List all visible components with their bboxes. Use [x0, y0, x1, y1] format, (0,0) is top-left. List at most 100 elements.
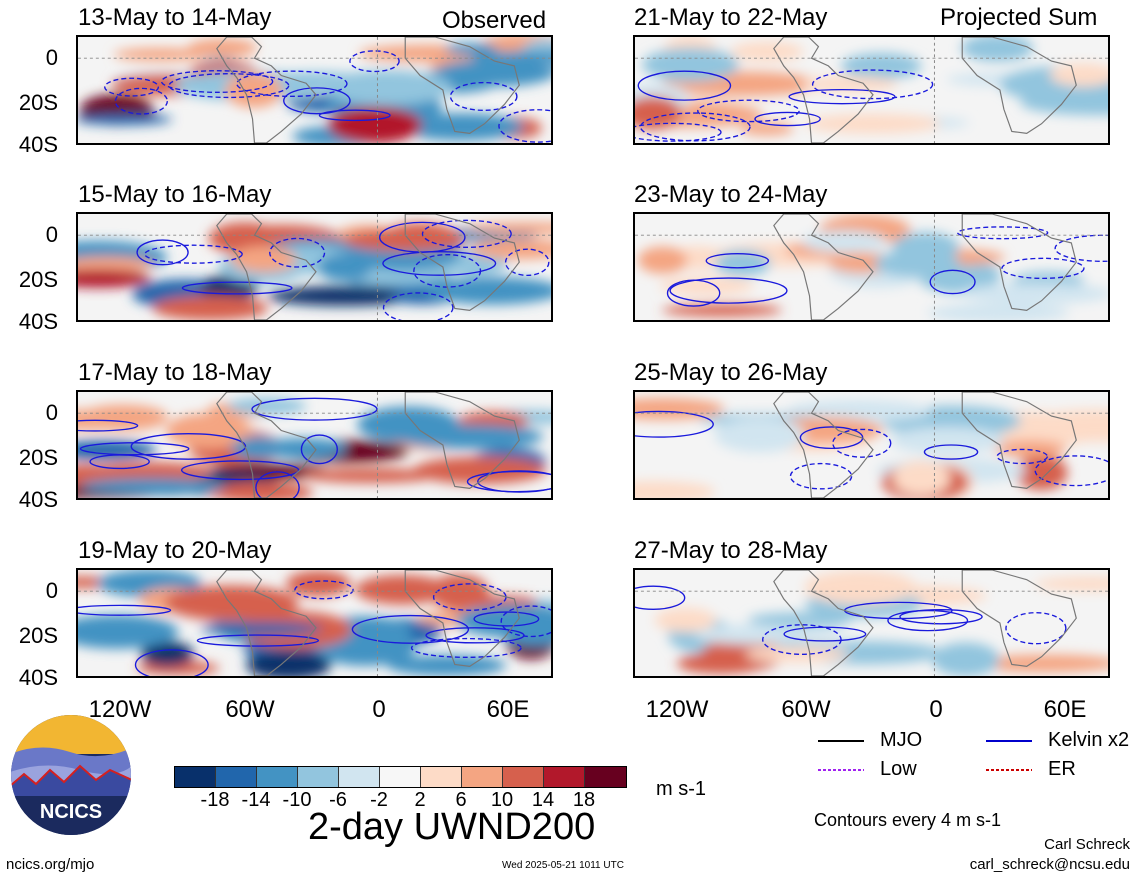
kelvin-contour	[500, 605, 551, 638]
kelvin-contour	[318, 109, 391, 122]
kelvin-contour	[788, 88, 896, 105]
map-panel-observed-4	[76, 568, 553, 678]
uwnd-field	[78, 37, 551, 143]
lat-label: 40S	[18, 665, 58, 690]
kelvin-contour	[1054, 234, 1108, 262]
kelvin-contour	[160, 70, 274, 93]
uwnd-field	[635, 214, 1108, 320]
wind-anomaly-region	[637, 246, 688, 274]
kelvin-contour	[134, 649, 209, 676]
colorbar-swatch	[298, 767, 339, 787]
kelvin-contour	[425, 627, 525, 644]
colorbar-units: m s-1	[656, 778, 706, 800]
wind-anomaly-region	[208, 482, 314, 498]
panel-6-title: 23-May to 24-May	[634, 181, 828, 208]
kelvin-contour	[114, 87, 169, 115]
wind-anomaly-region	[960, 283, 1108, 304]
lat-label: 20S	[18, 90, 58, 115]
panel-2-title: 15-May to 16-May	[78, 181, 272, 208]
uwnd-field	[78, 570, 551, 676]
lon-label: 60E	[1043, 696, 1087, 723]
colorbar-tick-label: -18	[200, 789, 230, 811]
uwnd-field	[635, 37, 1108, 143]
colorbar-swatch	[462, 767, 503, 787]
wind-anomaly-region	[973, 654, 1108, 673]
kelvin-contour	[255, 471, 300, 498]
coastline-south-america	[216, 214, 317, 320]
ncics-logo: NCICS	[10, 714, 132, 836]
panel-5-title: 21-May to 22-May	[634, 4, 828, 31]
coastline-africa	[404, 214, 520, 311]
wind-anomaly-region	[661, 304, 783, 317]
kelvin-contour	[832, 428, 892, 458]
wind-anomaly-region	[994, 440, 1067, 458]
kelvin-contour	[669, 277, 788, 304]
kelvin-contour	[181, 281, 293, 295]
kelvin-contour	[251, 397, 378, 421]
coastline-africa	[404, 570, 520, 667]
panel-7-title: 25-May to 26-May	[634, 359, 828, 386]
lon-label: 120W	[88, 696, 152, 723]
map-panel-projected-4	[633, 568, 1110, 678]
kelvin-contour	[283, 87, 351, 115]
kelvin-contour	[1005, 612, 1067, 645]
wind-anomaly-region	[231, 246, 297, 273]
wind-anomaly-region	[302, 468, 440, 483]
logo-text: NCICS	[40, 801, 102, 823]
lat-label: 0	[45, 400, 58, 425]
panel-1-title: 13-May to 14-May	[78, 4, 272, 31]
wind-anomaly-region	[654, 607, 717, 633]
projected-sum-label: Projected Sum	[940, 4, 1098, 31]
wind-anomaly-region	[152, 296, 269, 320]
footer-url: ncics.org/mjo	[6, 856, 95, 873]
wind-anomaly-region	[164, 585, 299, 622]
wind-anomaly-region	[444, 43, 498, 56]
wind-anomaly-region	[78, 269, 151, 288]
wind-anomaly-region	[1015, 454, 1068, 491]
wind-anomaly-region	[165, 413, 251, 449]
coastline-africa	[404, 37, 520, 134]
kelvin-contour	[899, 609, 983, 625]
wind-anomaly-region	[465, 222, 551, 234]
kelvin-contour	[130, 433, 247, 460]
coastline-africa	[961, 570, 1077, 667]
wind-anomaly-region	[227, 397, 307, 415]
footer-author: Carl Schreck	[1044, 836, 1130, 853]
wind-anomaly-region	[433, 59, 551, 87]
wind-anomaly-region	[78, 614, 179, 649]
kelvin-contour	[78, 604, 172, 616]
kelvin-contour	[697, 99, 800, 123]
wind-anomaly-region	[804, 570, 917, 605]
colorbar-tick-label: -6	[329, 789, 347, 811]
panel-4-title: 19-May to 20-May	[78, 537, 272, 564]
wind-anomaly-region	[892, 232, 960, 263]
kelvin-contour	[887, 609, 969, 632]
uwnd-field	[78, 214, 551, 320]
kelvin-contour	[754, 111, 821, 127]
kelvin-contour	[349, 50, 400, 73]
kelvin-contour	[762, 624, 842, 655]
wind-anomaly-region	[635, 481, 716, 498]
colorbar-swatch	[421, 767, 462, 787]
wind-anomaly-region	[635, 96, 682, 130]
map-panel-observed-1	[76, 35, 553, 145]
kelvin-contour	[637, 70, 732, 101]
wind-anomaly-region	[1020, 91, 1108, 116]
wind-anomaly-region	[140, 641, 194, 667]
wind-anomaly-region	[1034, 576, 1108, 592]
map-panel-observed-3	[76, 390, 553, 500]
coastline-south-america	[773, 392, 874, 498]
coastline-south-america	[773, 37, 874, 143]
wind-anomaly-region	[642, 47, 739, 82]
lat-label: 0	[45, 45, 58, 70]
lat-label: 0	[45, 222, 58, 247]
lon-label: 60W	[781, 696, 831, 723]
wind-anomaly-region	[398, 113, 525, 141]
kelvin-contour	[378, 221, 466, 253]
kelvin-contour	[180, 460, 300, 481]
ncics-logo-graphic: NCICS	[11, 715, 131, 835]
map-panel-observed-2	[76, 212, 553, 322]
colorbar-swatch	[503, 767, 544, 787]
kelvin-contour	[236, 70, 348, 98]
wind-anomaly-region	[425, 277, 551, 305]
